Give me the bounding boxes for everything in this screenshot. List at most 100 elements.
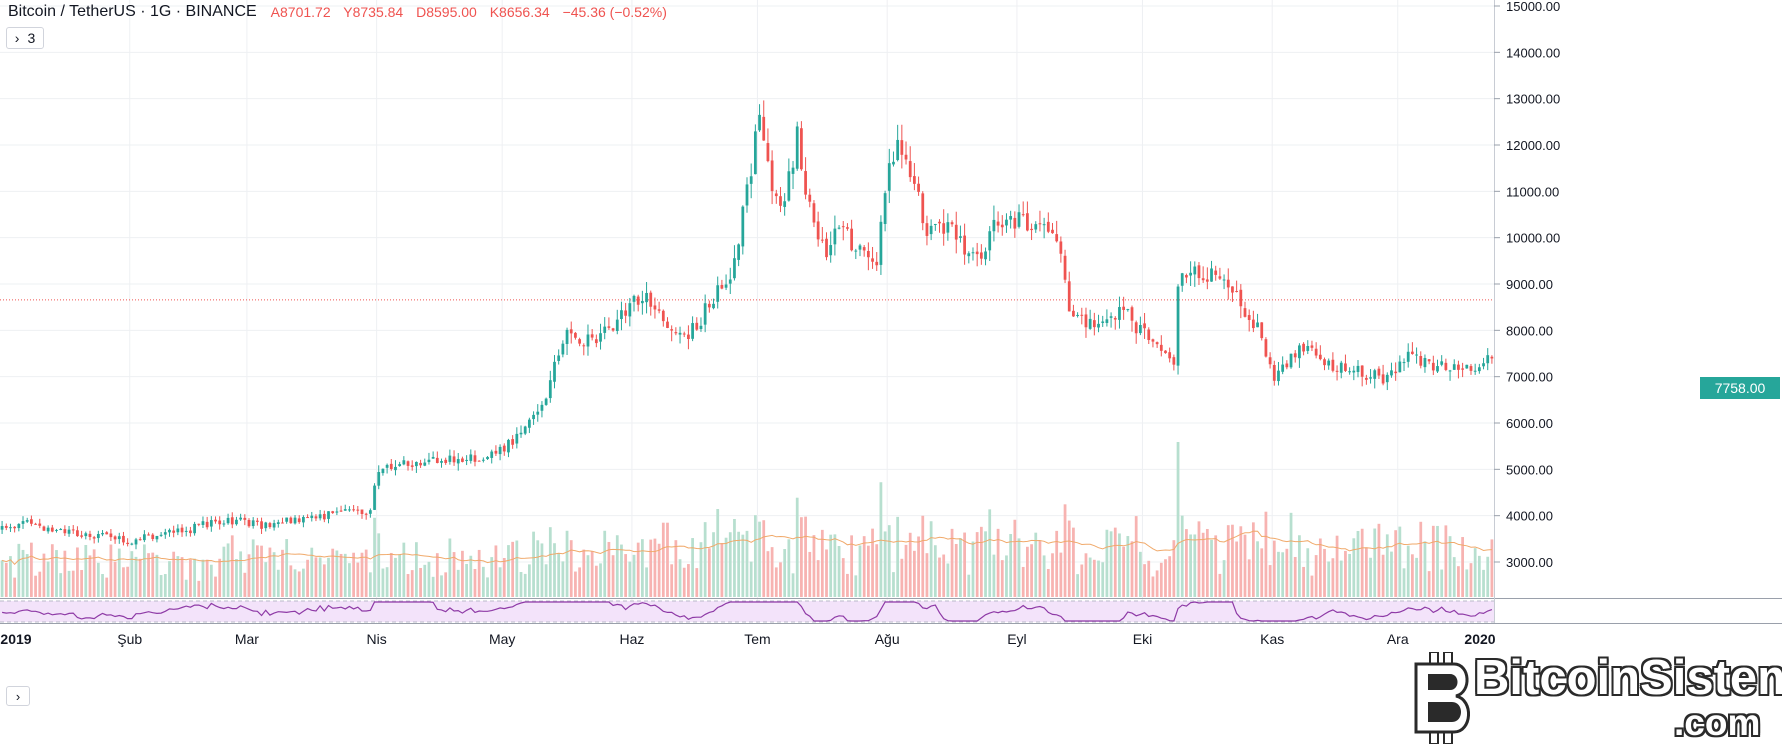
volume-bar [1193,534,1197,597]
volume-bar [1486,556,1490,597]
volume-bar [142,544,146,597]
volume-bar [670,564,674,597]
candle-body [858,245,862,250]
volume-bar [101,574,104,597]
price-tick-label: 3000.00 [1506,555,1553,570]
volume-bar [954,543,958,597]
candle-body [427,459,431,463]
volume-bar [126,566,130,597]
candle-body [1026,213,1029,231]
volume-bar [389,552,393,597]
candle-body [419,462,422,466]
volume-bar [1109,531,1113,597]
candle-body [130,543,134,545]
volume-bar [1088,557,1092,597]
candle-body [423,462,427,466]
volume-bar [544,564,548,597]
candle-body [1159,344,1163,351]
volume-bar [1243,534,1247,597]
candle-body [1222,279,1226,281]
volume-bar [959,538,962,597]
candle-body [134,539,138,545]
volume-bar [1285,548,1289,597]
volume-bar [1469,563,1473,597]
candle-body [557,355,561,361]
volume-bar [971,541,975,597]
volume-bar [586,555,590,597]
candle-body [318,514,322,519]
volume-bar [1411,554,1414,597]
rsi-toggle-button[interactable]: › [6,686,30,706]
volume-bar [674,540,678,597]
volume-bar [352,552,356,597]
candle-body [1331,359,1335,371]
candle-body [360,509,364,514]
candle-body [674,332,678,334]
candle-body [607,326,611,328]
candle-body [205,521,209,528]
candle-body [875,261,879,266]
candle-body [431,456,435,459]
volume-bar [209,564,213,597]
candle-body [753,131,757,175]
volume-bar [607,541,611,597]
candle-body [477,460,481,462]
time-axis[interactable]: 2019 Şub Mar Nis May Haz Tem Ağu Eyl Eki Kas Ara 202… [0,631,1495,647]
volume-bar [247,554,251,597]
candle-body [640,300,644,304]
volume-bar [377,533,381,597]
candle-body [1042,224,1046,226]
candle-body [808,194,812,202]
candle-body [1385,374,1389,383]
volume-bar [716,509,720,597]
bitcoinsistemi-watermark: BitcoinSistemi .com [1410,650,1782,746]
time-axis-label: Nis [367,631,387,647]
candle-body [452,456,456,463]
candle-body [289,517,293,524]
indicators-toggle-button[interactable]: › 3 [6,27,44,49]
volume-bar [1377,523,1381,597]
candle-body [854,250,858,252]
volume-bar [163,574,167,597]
candle-body [561,343,565,355]
volume-bar [871,528,874,597]
volume-bar [1490,539,1494,597]
last-price-badge: 7758.00 [1700,377,1780,399]
candle-body [707,303,711,308]
volume-bar [222,546,226,597]
volume-bar [854,575,858,597]
candle-body [925,223,929,236]
price-axis[interactable]: 15000.00 14000.00 13000.00 12000.00 11000.00… [1494,0,1560,570]
candle-body [494,450,498,454]
volume-bar [988,509,992,597]
candle-body [356,509,360,511]
volume-bar [942,554,946,597]
candle-body [791,167,795,174]
candle-body [222,523,226,525]
volume-bar [515,540,519,597]
volume-bar [356,562,360,597]
candle-body [1205,279,1209,282]
volume-bar [1423,541,1427,597]
candle-body [954,224,958,240]
volume-bar [364,549,368,597]
volume-bar [1457,566,1460,597]
candle-body [297,518,301,523]
candle-body [368,510,372,514]
volume-bar [1268,565,1272,597]
candle-body [1373,370,1377,379]
candle-body [1369,377,1372,379]
volume-bar [1009,534,1013,597]
volume-bar [963,532,966,597]
candle-body [394,466,397,471]
candle-body [1138,325,1142,334]
volume-bar [448,538,452,597]
candle-body [444,459,448,463]
candle-body [4,525,8,528]
volume-bar [770,547,774,597]
candle-body [1268,357,1272,365]
volume-bar [913,550,916,597]
volume-bar [1118,533,1121,597]
candle-body [50,527,54,532]
